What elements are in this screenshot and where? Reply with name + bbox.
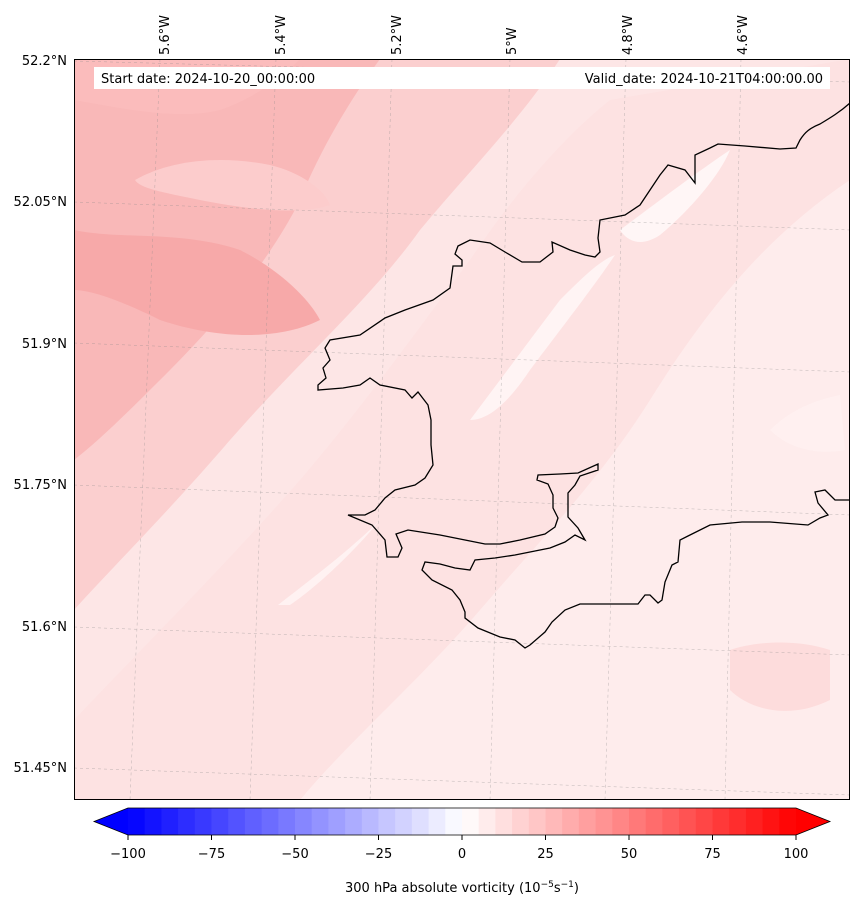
lon-label-4-6w: 4.6°W: [736, 15, 751, 55]
date-info-box: [94, 67, 830, 89]
colorbar-cell: [211, 808, 229, 835]
colorbar-cell: [545, 808, 563, 835]
colorbar-cell: [345, 808, 363, 835]
colorbar-cell: [295, 808, 313, 835]
lat-label-51-6n: 51.6°N: [22, 620, 67, 635]
colorbar-cell: [495, 808, 513, 835]
colorbar-cell: [528, 808, 546, 835]
colorbar-cell: [512, 808, 530, 835]
colorbar-cell: [578, 808, 597, 835]
lat-label-51-45n: 51.45°N: [14, 761, 67, 776]
lat-label-51-75n: 51.75°N: [14, 478, 67, 493]
cbar-tick-neg25: −25: [365, 847, 392, 862]
colorbar-cell: [595, 808, 613, 835]
colorbar-tick-labels: −100 −75 −50 −25 0 25 50 75 100: [110, 847, 808, 862]
cbar-tick-0: 0: [458, 847, 466, 862]
colorbar-cell: [178, 808, 196, 835]
colorbar-cell: [161, 808, 179, 835]
lon-label-5-6w: 5.6°W: [158, 15, 173, 55]
colorbar-cell: [729, 808, 747, 835]
lat-label-52-05n: 52.05°N: [14, 195, 67, 210]
colorbar-cell: [445, 808, 463, 835]
colorbar-cell: [278, 808, 296, 835]
cbar-tick-75: 75: [704, 847, 721, 862]
lon-label-4-8w: 4.8°W: [621, 15, 636, 55]
colorbar: −100 −75 −50 −25 0 25 50 75 100 300 hPa …: [92, 807, 832, 896]
colorbar-cell: [144, 808, 162, 835]
colorbar-cell: [745, 808, 764, 835]
colorbar-cell: [311, 808, 329, 835]
graticule: [74, 59, 850, 800]
colorbar-cell: [411, 808, 430, 835]
cbar-tick-neg75: −75: [198, 847, 225, 862]
colorbar-cell: [361, 808, 379, 835]
colorbar-cell: [695, 808, 713, 835]
colorbar-cell: [428, 808, 446, 835]
start-date-label: Start date: 2024-10-20_00:00:00: [101, 72, 315, 87]
coastline: [317, 102, 850, 649]
lon-label-5w: 5°W: [505, 27, 520, 55]
colorbar-cell: [228, 808, 246, 835]
colorbar-ticks: [127, 835, 797, 840]
colorbar-cell: [712, 808, 730, 835]
colorbar-cell: [378, 808, 396, 835]
colorbar-cell: [462, 808, 480, 835]
lon-label-5-2w: 5.2°W: [390, 15, 405, 55]
colorbar-cell: [261, 808, 279, 835]
colorbar-cell: [478, 808, 496, 835]
lat-label-52-2n: 52.2°N: [22, 54, 67, 69]
colorbar-cell: [244, 808, 263, 835]
cbar-tick-25: 25: [537, 847, 554, 862]
colorbar-cell: [395, 808, 413, 835]
cbar-tick-100: 100: [784, 847, 809, 862]
colorbar-cell: [679, 808, 697, 835]
valid-date-label: Valid_date: 2024-10-21T04:00:00.00: [585, 72, 823, 87]
cbar-tick-neg50: −50: [281, 847, 308, 862]
colorbar-cell: [645, 808, 663, 835]
colorbar-max-arrow: [796, 808, 830, 835]
lon-label-5-4w: 5.4°W: [274, 15, 289, 55]
latitude-labels: 52.2°N 52.05°N 51.9°N 51.75°N 51.6°N 51.…: [14, 54, 67, 776]
cbar-tick-neg100: −100: [110, 847, 146, 862]
colorbar-label: 300 hPa absolute vorticity (10−5s−1): [345, 880, 579, 896]
colorbar-min-arrow: [94, 808, 128, 835]
colorbar-cell: [662, 808, 680, 835]
cbar-tick-50: 50: [621, 847, 638, 862]
colorbar-cell: [128, 808, 146, 835]
longitude-labels: 5.6°W 5.4°W 5.2°W 5°W 4.8°W 4.6°W: [158, 15, 751, 55]
vorticity-field: [74, 59, 850, 800]
map-frame: [74, 59, 850, 800]
colorbar-cell: [562, 808, 580, 835]
colorbar-cell: [762, 808, 780, 835]
lat-label-51-9n: 51.9°N: [22, 337, 67, 352]
colorbar-cell: [612, 808, 630, 835]
colorbar-cells: [128, 808, 797, 835]
colorbar-cell: [779, 808, 797, 835]
colorbar-cell: [194, 808, 212, 835]
colorbar-cell: [629, 808, 647, 835]
colorbar-cell: [328, 808, 346, 835]
